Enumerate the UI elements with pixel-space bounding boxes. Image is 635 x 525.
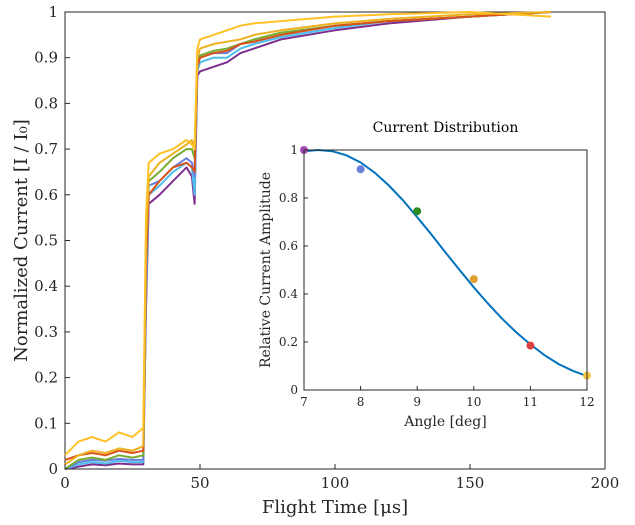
- inset-data-point: [356, 165, 365, 174]
- main-y-tick-label: 0.4: [34, 277, 58, 295]
- main-series-group: [64, 11, 552, 470]
- main-x-tick-label: 150: [456, 474, 485, 492]
- main-y-tick-label: 0.2: [34, 369, 58, 387]
- main-plot: 0 50 100 150 200 00.10.20.30.40.50.60.70.80.…: [11, 3, 619, 518]
- inset-y-tick-label: 0: [290, 383, 298, 397]
- main-y-tick-label: 1: [48, 3, 58, 21]
- inset-data-point: [413, 207, 422, 216]
- inset-data-point: [469, 275, 478, 284]
- main-y-tick-label: 0: [48, 460, 58, 478]
- inset-x-ticks: 7 8 9 10 11 12: [300, 386, 595, 409]
- inset-y-tick-label: 1: [290, 143, 298, 157]
- main-x-tick-label: 100: [321, 474, 350, 492]
- main-y-axis-label: Normalized Current [I / I₀]: [11, 119, 32, 362]
- inset-y-tick-label: 0.8: [279, 191, 298, 205]
- inset-title: Current Distribution: [373, 120, 519, 136]
- inset-axes-frame: [303, 149, 588, 391]
- inset-y-tick-label: 0.2: [279, 335, 298, 349]
- main-series-line-4: [64, 11, 552, 470]
- main-series-line-7: [64, 11, 552, 457]
- inset-x-tick-label: 12: [579, 395, 594, 409]
- inset-y-tick-label: 0.6: [279, 239, 298, 253]
- inset-y-ticks: 0 0.2 0.4 0.6 0.8 1: [279, 143, 308, 397]
- inset-x-tick-label: 10: [466, 395, 481, 409]
- main-y-tick-label: 0.6: [34, 186, 58, 204]
- main-y-ticks: 0 0.1 0.2 0.3 0.4 0.5 0.6 0.7 0.8 0.9 1: [34, 3, 70, 478]
- inset-x-tick-label: 7: [300, 395, 308, 409]
- main-series-line-5: [64, 11, 552, 461]
- inset-x-tick-label: 11: [523, 395, 538, 409]
- main-x-axis-label: Flight Time [μs]: [262, 497, 408, 518]
- inset-fit-curve: [303, 148, 588, 378]
- inset-x-tick-label: 8: [357, 395, 365, 409]
- inset-y-axis-label: Relative Current Amplitude: [258, 172, 274, 368]
- inset-x-axis-label: Angle [deg]: [403, 414, 486, 430]
- main-y-tick-label: 0.9: [34, 49, 58, 67]
- main-y-tick-label: 0.3: [34, 323, 58, 341]
- inset-x-tick-label: 9: [413, 395, 421, 409]
- main-x-tick-label: 200: [591, 474, 620, 492]
- main-y-tick-label: 0.5: [34, 232, 58, 250]
- inset-data-point: [526, 341, 535, 350]
- main-x-ticks: 0 50 100 150 200: [60, 464, 619, 492]
- main-y-tick-label: 0.8: [34, 94, 58, 112]
- main-x-tick-label: 0: [60, 474, 70, 492]
- main-series-line-6: [64, 11, 552, 466]
- inset-plot: 7 8 9 10 11 12 0 0.2 0.4 0.6 0.8 1 Current Distrib…: [258, 120, 595, 430]
- inset-series-group: [300, 146, 591, 380]
- inset-background: [304, 150, 587, 390]
- main-y-tick-label: 0.1: [34, 414, 58, 432]
- main-y-tick-label: 0.7: [34, 140, 58, 158]
- main-x-tick-label: 50: [190, 474, 209, 492]
- inset-y-tick-label: 0.4: [279, 287, 298, 301]
